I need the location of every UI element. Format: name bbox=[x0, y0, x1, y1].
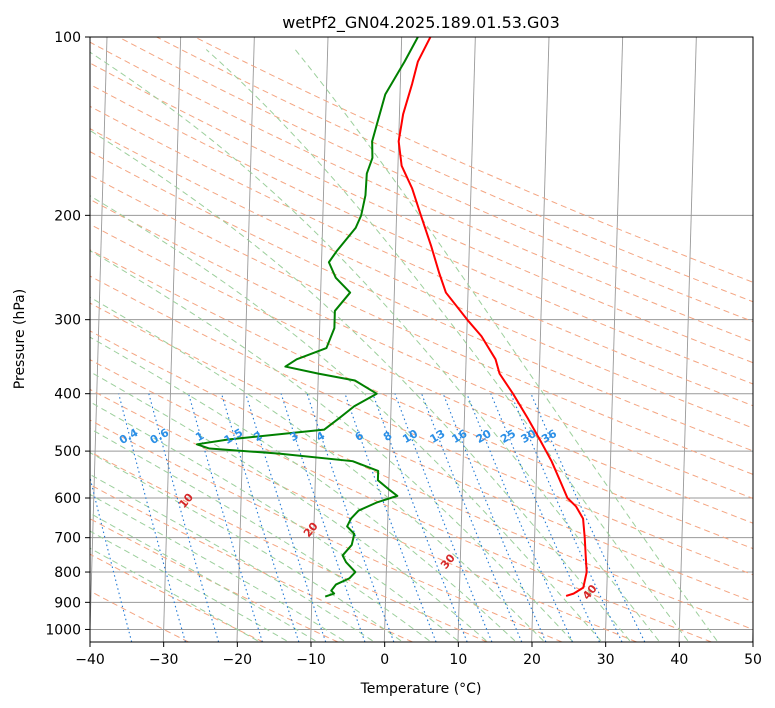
mixing-ratio-line bbox=[490, 393, 601, 642]
dry-adiabat-line bbox=[90, 128, 753, 429]
y-tick-label: 100 bbox=[54, 30, 81, 46]
isotherm-line bbox=[457, 37, 476, 642]
y-tick-label: 700 bbox=[54, 531, 81, 547]
plot-frame bbox=[89, 36, 754, 643]
moist-adiabat-line bbox=[90, 452, 402, 642]
moist-adiabat-line bbox=[294, 49, 718, 642]
moist-adiabat-line bbox=[90, 473, 373, 642]
moist-adiabat-line bbox=[90, 512, 316, 642]
moist-adiabat-line bbox=[90, 371, 487, 642]
chart-title: wetPf2_GN04.2025.189.01.53.G03 bbox=[282, 13, 560, 33]
mixing-ratio-line bbox=[306, 393, 395, 642]
mixing-ratio-line bbox=[442, 393, 547, 642]
dry-adiabat-line bbox=[90, 419, 563, 642]
moist-adiabat-line bbox=[90, 336, 516, 642]
isotherm-line bbox=[678, 37, 697, 642]
dry-adiabat-line bbox=[90, 41, 753, 343]
moist-adiabat-line bbox=[90, 401, 459, 642]
dry-adiabat-line bbox=[90, 223, 753, 524]
mixing-ratio-line bbox=[466, 393, 573, 642]
dry-adiabat-line bbox=[90, 330, 753, 630]
dry-adiabat-line bbox=[90, 174, 753, 475]
x-tick-label: 40 bbox=[670, 652, 688, 668]
x-tick-label: −20 bbox=[223, 652, 253, 668]
dry-adiabat-line bbox=[90, 151, 753, 452]
x-tick-label: 10 bbox=[449, 652, 467, 668]
x-tick-label: 30 bbox=[597, 652, 615, 668]
y-tick-label: 200 bbox=[54, 208, 81, 224]
x-tick-label: −10 bbox=[296, 652, 326, 668]
dry-adiabat-line bbox=[90, 62, 753, 364]
x-axis-title: Temperature (°C) bbox=[360, 681, 482, 697]
moist-adiabat-line bbox=[90, 51, 660, 642]
y-tick-label: 300 bbox=[54, 313, 81, 329]
moist-adiabat-line bbox=[90, 129, 631, 642]
mixing-ratio-line bbox=[344, 393, 437, 642]
mixing-ratio-line bbox=[221, 393, 300, 642]
isotherm-line bbox=[236, 37, 255, 642]
dry-adiabat-line bbox=[90, 83, 753, 385]
mixing-ratio-line bbox=[148, 393, 220, 642]
dry-adiabat-line bbox=[90, 198, 753, 499]
x-tick-label: 50 bbox=[744, 652, 762, 668]
moist-adiabat-line bbox=[90, 530, 287, 642]
y-axis-title: Pressure (hPa) bbox=[12, 289, 28, 389]
dry-adiabat-line bbox=[90, 451, 488, 642]
x-tick-label: 20 bbox=[523, 652, 541, 668]
y-tick-label: 500 bbox=[54, 444, 81, 460]
isotherm-line bbox=[604, 37, 624, 642]
moist-adiabat-line bbox=[205, 49, 689, 642]
y-tick-label: 400 bbox=[54, 387, 81, 403]
y-tick-label: 800 bbox=[54, 565, 81, 581]
x-tick-label: 0 bbox=[380, 652, 389, 668]
temperature-profile-line bbox=[397, 37, 588, 597]
dry-adiabat-line bbox=[90, 105, 753, 407]
y-tick-label: 1000 bbox=[45, 622, 81, 638]
isotherm-line bbox=[162, 37, 182, 642]
axes: −40 −30 −20 −10 0 10 20 30 40 50 100 200 300 400 500 60… bbox=[45, 30, 762, 668]
isotherm-line bbox=[90, 37, 108, 642]
profile-lines bbox=[195, 37, 588, 598]
dewpoint-profile-line bbox=[195, 37, 419, 598]
dry-adiabat-line bbox=[90, 359, 712, 642]
dry-adiabat-line bbox=[90, 249, 753, 550]
x-tick-label: −30 bbox=[149, 652, 179, 668]
y-tick-label: 600 bbox=[54, 491, 81, 507]
mixing-ratio-line bbox=[245, 393, 327, 642]
moist-adiabat-line bbox=[90, 493, 345, 642]
dry-adiabat-line bbox=[90, 275, 753, 576]
moist-adiabat-line bbox=[90, 547, 258, 642]
mixing-ratio-line bbox=[188, 393, 263, 642]
x-tick-label: −40 bbox=[75, 652, 105, 668]
y-tick-label: 900 bbox=[54, 595, 81, 611]
moist-adiabat-line bbox=[90, 195, 602, 642]
dry-adiabat-line bbox=[90, 302, 753, 603]
